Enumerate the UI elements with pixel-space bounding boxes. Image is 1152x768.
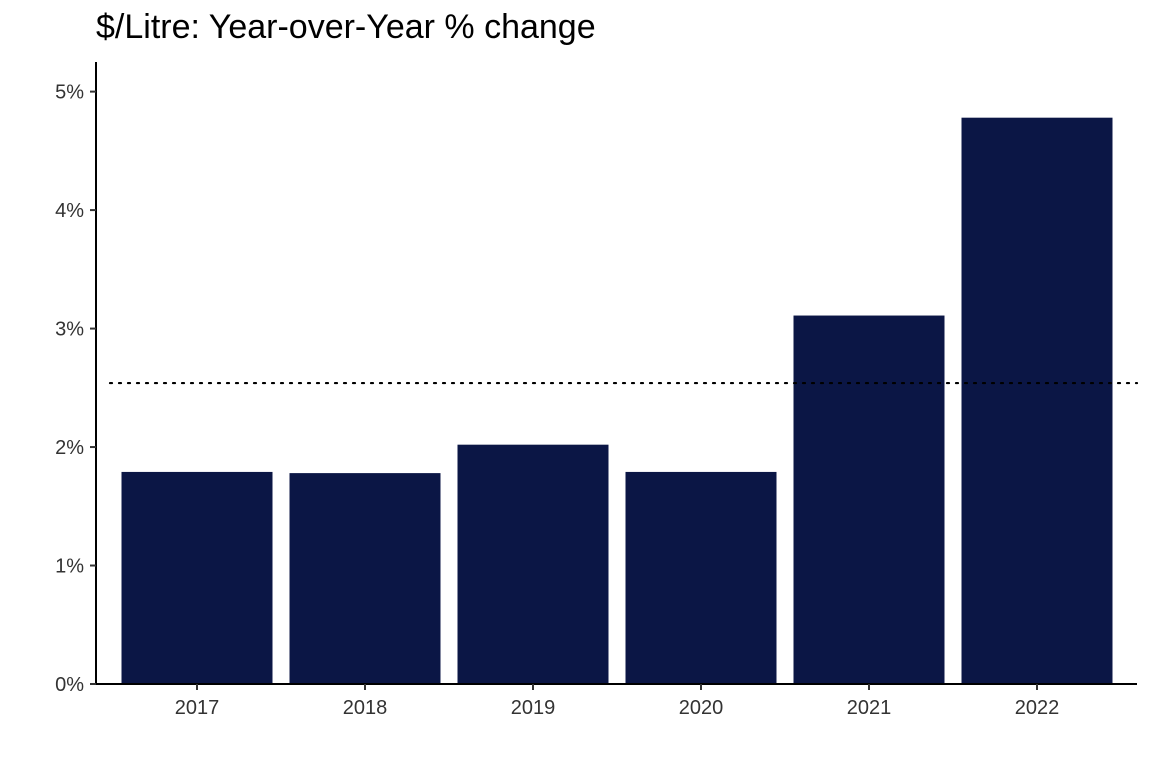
y-ticks-group: 0% 1% 2% 3% 4% 5% xyxy=(55,82,96,696)
x-tick-label: 2022 xyxy=(1015,697,1060,719)
bar-2020 xyxy=(625,471,777,684)
x-tick-label: 2020 xyxy=(679,697,724,719)
y-tick-label: 0% xyxy=(55,674,84,696)
bar-2021 xyxy=(793,315,945,684)
x-tick-label: 2018 xyxy=(343,697,388,719)
bars-group xyxy=(121,117,1113,684)
y-tick-label: 2% xyxy=(55,437,84,459)
y-tick-label: 4% xyxy=(55,200,84,222)
bar-2019 xyxy=(457,444,609,684)
x-tick-label: 2017 xyxy=(175,697,220,719)
axes-group xyxy=(95,62,1137,685)
x-tick-label: 2021 xyxy=(847,697,892,719)
x-ticks-group: 2017 2018 2019 2020 2021 2022 xyxy=(175,684,1060,719)
x-tick-label: 2019 xyxy=(511,697,556,719)
y-tick-label: 3% xyxy=(55,319,84,341)
bar-2018 xyxy=(289,473,441,684)
y-tick-label: 5% xyxy=(55,82,84,104)
chart-title: $/Litre: Year-over-Year % change xyxy=(96,8,596,46)
y-tick-label: 1% xyxy=(55,556,84,578)
bar-2022 xyxy=(961,117,1113,684)
bar-2017 xyxy=(121,471,273,684)
